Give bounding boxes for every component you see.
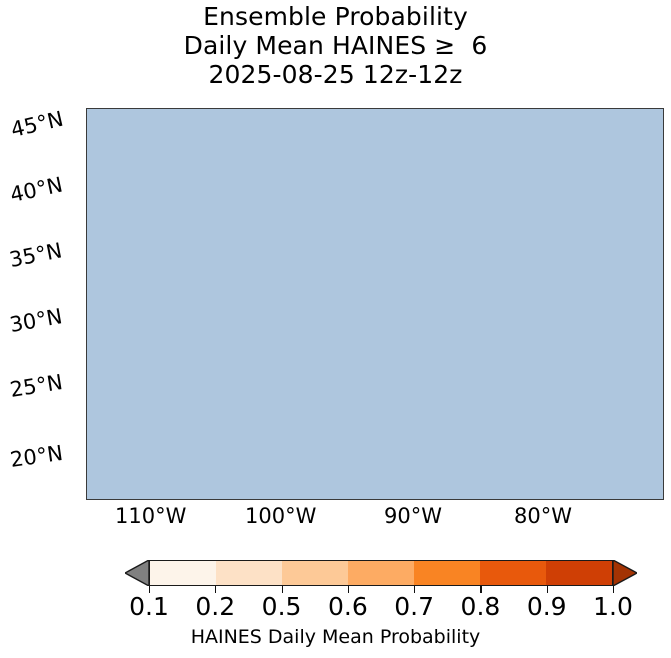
colorbar-tick-6 <box>546 586 548 593</box>
colorbar-tick-2 <box>281 586 283 593</box>
colorbar-tick-5 <box>480 586 482 593</box>
lat-label-45N: 45°N <box>8 106 66 142</box>
lat-label-35N: 35°N <box>7 238 64 272</box>
figure-title: Ensemble Probability Daily Mean HAINES ≥… <box>0 2 671 89</box>
colorbar-under-arrow <box>125 560 149 586</box>
lat-label-30N: 30°N <box>7 304 65 337</box>
colorbar-tick-3 <box>347 586 350 593</box>
colorbar-gradient <box>149 560 613 586</box>
colorbar-ticks <box>149 586 615 593</box>
colorbar-tick-0 <box>149 586 151 593</box>
colorbar-segment-0 <box>150 561 216 585</box>
colorbar-segment-4 <box>414 561 480 585</box>
colorbar-tick-labels: 0.1 0.2 0.5 0.6 0.7 0.8 0.9 1.0 <box>0 592 671 622</box>
colorbar-over-arrow <box>613 560 637 586</box>
title-line-3: 2025-08-25 12z-12z <box>208 60 463 89</box>
colorbar-tick-label-7: 1.0 <box>593 592 633 621</box>
colorbar-tick-4 <box>414 586 416 593</box>
lon-label-110W: 110°W <box>115 504 187 528</box>
colorbar-tick-label-0: 0.1 <box>129 592 169 621</box>
map-panel[interactable]: Mean Run: 2025-08-19 <box>86 108 664 500</box>
title-line-1: Ensemble Probability <box>203 2 468 31</box>
colorbar-tick-label-3: 0.6 <box>327 592 368 621</box>
colorbar-tick-1 <box>215 586 217 593</box>
colorbar-segment-6 <box>546 561 612 585</box>
colorbar-tick-label-5: 0.8 <box>460 592 501 621</box>
colorbar-axis-label: HAINES Daily Mean Probability <box>190 626 481 648</box>
colorbar-tick-label-4: 0.7 <box>394 592 435 621</box>
lon-label-80W: 80°W <box>514 504 572 528</box>
lon-label-100W: 100°W <box>245 504 317 528</box>
colorbar-tick-label-2: 0.5 <box>261 592 302 621</box>
colorbar-tick-label-6: 0.9 <box>526 592 567 621</box>
colorbar-tick-7 <box>613 586 615 593</box>
colorbar-segment-2 <box>282 561 348 585</box>
lat-label-40N: 40°N <box>8 172 65 207</box>
colorbar-segment-3 <box>348 561 414 585</box>
lon-label-90W: 90°W <box>384 504 442 528</box>
title-line-2: Daily Mean HAINES ≥ 6 <box>183 31 488 60</box>
lat-label-25N: 25°N <box>8 370 65 402</box>
colorbar-segment-5 <box>480 561 546 585</box>
colorbar-tick-label-1: 0.2 <box>195 592 236 621</box>
colorbar: 0.1 0.2 0.5 0.6 0.7 0.8 0.9 1.0 HAINES Daily Me… <box>0 552 671 658</box>
colorbar-segment-1 <box>216 561 282 585</box>
lat-label-20N: 20°N <box>8 440 65 472</box>
probability-heatmap <box>87 109 663 499</box>
